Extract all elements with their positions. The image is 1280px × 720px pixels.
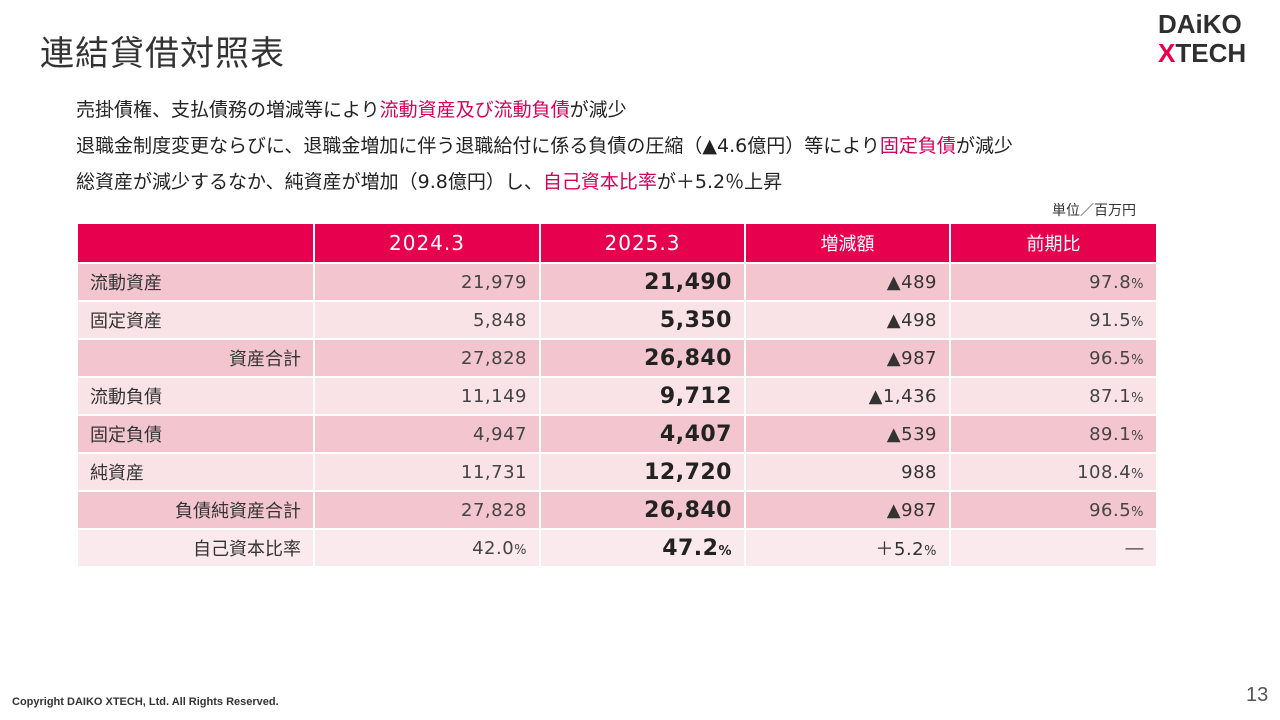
summary-bullets: 売掛債権、支払債務の増減等により流動資産及び流動負債が減少 退職金制度変更ならび… bbox=[76, 96, 1013, 204]
unit-label: 単位／百万円 bbox=[1052, 203, 1136, 219]
bullet-text: が減少 bbox=[569, 99, 627, 121]
logo-x-mark: X bbox=[1158, 38, 1176, 68]
ratio-value: 87.1% bbox=[949, 376, 1158, 416]
prev-value: 21,979 bbox=[313, 262, 541, 302]
row-label: 資産合計 bbox=[76, 338, 315, 378]
diff-value: ＋5.2% bbox=[744, 528, 951, 568]
curr-value: 47.2% bbox=[539, 528, 746, 568]
logo-line-1: DAiKO bbox=[1158, 9, 1242, 39]
bullet-text: 売掛債権、支払債務の増減等により bbox=[76, 99, 380, 121]
row-label: 負債純資産合計 bbox=[76, 490, 315, 530]
header-diff: 増減額 bbox=[744, 222, 951, 264]
table-row: 流動資産 21,979 21,490 ▲489 97.8% bbox=[76, 262, 1158, 302]
ratio-value: 89.1% bbox=[949, 414, 1158, 454]
bullet-line-3: 総資産が減少するなか、純資産が増加（9.8億円）し、自己資本比率が＋5.2％上昇 bbox=[76, 168, 1013, 204]
bullet-text: が減少 bbox=[955, 135, 1013, 157]
ratio-value: 96.5% bbox=[949, 490, 1158, 530]
row-label: 自己資本比率 bbox=[76, 528, 315, 568]
logo-line-2-text: TECH bbox=[1175, 38, 1247, 68]
curr-value: 21,490 bbox=[539, 262, 746, 302]
row-label: 流動負債 bbox=[76, 376, 315, 416]
curr-value: 9,712 bbox=[539, 376, 746, 416]
row-label: 流動資産 bbox=[76, 262, 315, 302]
row-label: 純資産 bbox=[76, 452, 315, 492]
prev-value: 27,828 bbox=[313, 490, 541, 530]
prev-value: 5,848 bbox=[313, 300, 541, 340]
table-row: 資産合計 27,828 26,840 ▲987 96.5% bbox=[76, 338, 1158, 378]
bullet-line-2: 退職金制度変更ならびに、退職金増加に伴う退職給付に係る負債の圧縮（▲4.6億円）… bbox=[76, 132, 1013, 168]
table-row: 流動負債 11,149 9,712 ▲1,436 87.1% bbox=[76, 376, 1158, 416]
ratio-value: 108.4% bbox=[949, 452, 1158, 492]
bullet-highlight: 固定負債 bbox=[879, 135, 956, 157]
company-logo: DAiKO XTECH bbox=[1156, 8, 1260, 68]
header-blank bbox=[76, 222, 315, 264]
table-header-row: 2024.3 2025.3 増減額 前期比 bbox=[76, 222, 1158, 264]
curr-value: 5,350 bbox=[539, 300, 746, 340]
curr-value: 26,840 bbox=[539, 490, 746, 530]
page-number: 13 bbox=[1246, 684, 1269, 706]
prev-value: 11,149 bbox=[313, 376, 541, 416]
curr-value: 12,720 bbox=[539, 452, 746, 492]
bullet-highlight: 流動資産及び流動負債 bbox=[379, 99, 570, 121]
bullet-line-1: 売掛債権、支払債務の増減等により流動資産及び流動負債が減少 bbox=[76, 96, 1013, 132]
diff-value: ▲987 bbox=[744, 490, 951, 530]
curr-value: 26,840 bbox=[539, 338, 746, 378]
bullet-text: が＋5.2％上昇 bbox=[656, 171, 783, 193]
header-2025: 2025.3 bbox=[539, 222, 746, 264]
table-row: 固定負債 4,947 4,407 ▲539 89.1% bbox=[76, 414, 1158, 454]
diff-value: 988 bbox=[744, 452, 951, 492]
curr-value: 4,407 bbox=[539, 414, 746, 454]
bullet-highlight: 自己資本比率 bbox=[542, 171, 657, 193]
prev-value: 42.0% bbox=[313, 528, 541, 568]
ratio-value: ― bbox=[949, 528, 1158, 568]
header-ratio: 前期比 bbox=[949, 222, 1158, 264]
bullet-text: 退職金制度変更ならびに、退職金増加に伴う退職給付に係る負債の圧縮（▲4.6億円）… bbox=[76, 135, 880, 157]
ratio-value: 96.5% bbox=[949, 338, 1158, 378]
diff-value: ▲489 bbox=[744, 262, 951, 302]
copyright-text: Copyright DAIKO XTECH, Ltd. All Rights R… bbox=[12, 696, 279, 708]
table-row: 純資産 11,731 12,720 988 108.4% bbox=[76, 452, 1158, 492]
diff-value: ▲498 bbox=[744, 300, 951, 340]
row-label: 固定資産 bbox=[76, 300, 315, 340]
diff-value: ▲539 bbox=[744, 414, 951, 454]
page-title: 連結貸借対照表 bbox=[40, 34, 285, 74]
balance-sheet-table: 2024.3 2025.3 増減額 前期比 流動資産 21,979 21,490… bbox=[76, 222, 1158, 568]
ratio-value: 97.8% bbox=[949, 262, 1158, 302]
diff-value: ▲987 bbox=[744, 338, 951, 378]
table-row: 固定資産 5,848 5,350 ▲498 91.5% bbox=[76, 300, 1158, 340]
prev-value: 4,947 bbox=[313, 414, 541, 454]
prev-value: 11,731 bbox=[313, 452, 541, 492]
row-label: 固定負債 bbox=[76, 414, 315, 454]
header-2024: 2024.3 bbox=[313, 222, 541, 264]
bullet-text: 総資産が減少するなか、純資産が増加（9.8億円）し、 bbox=[76, 171, 543, 193]
prev-value: 27,828 bbox=[313, 338, 541, 378]
table-row: 負債純資産合計 27,828 26,840 ▲987 96.5% bbox=[76, 490, 1158, 530]
table-row: 自己資本比率 42.0% 47.2% ＋5.2% ― bbox=[76, 528, 1158, 568]
ratio-value: 91.5% bbox=[949, 300, 1158, 340]
logo-line-2: XTECH bbox=[1158, 40, 1246, 66]
diff-value: ▲1,436 bbox=[744, 376, 951, 416]
